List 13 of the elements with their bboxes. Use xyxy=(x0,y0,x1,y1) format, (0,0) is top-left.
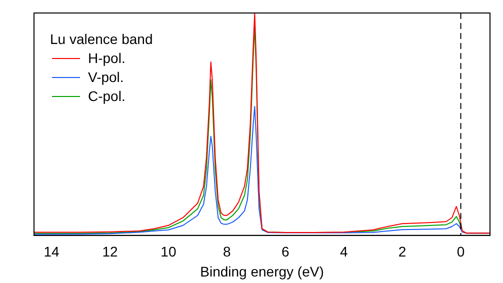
x-tick-label: 4 xyxy=(340,244,348,260)
x-tick-label: 6 xyxy=(281,244,290,260)
legend-label: H-pol. xyxy=(88,49,126,68)
x-tick-label: 0 xyxy=(456,244,465,260)
legend-label: C-pol. xyxy=(88,87,126,106)
x-tick-label: 14 xyxy=(44,244,60,260)
x-tick-label: 10 xyxy=(160,244,176,260)
legend-label: V-pol. xyxy=(88,68,124,87)
x-tick-label: 8 xyxy=(223,244,232,260)
x-tick-label: 2 xyxy=(398,244,406,260)
x-tick-label: 12 xyxy=(102,244,118,260)
x-axis-title: Binding energy (eV) xyxy=(200,263,324,280)
legend-title: Lu valence band xyxy=(50,30,153,49)
